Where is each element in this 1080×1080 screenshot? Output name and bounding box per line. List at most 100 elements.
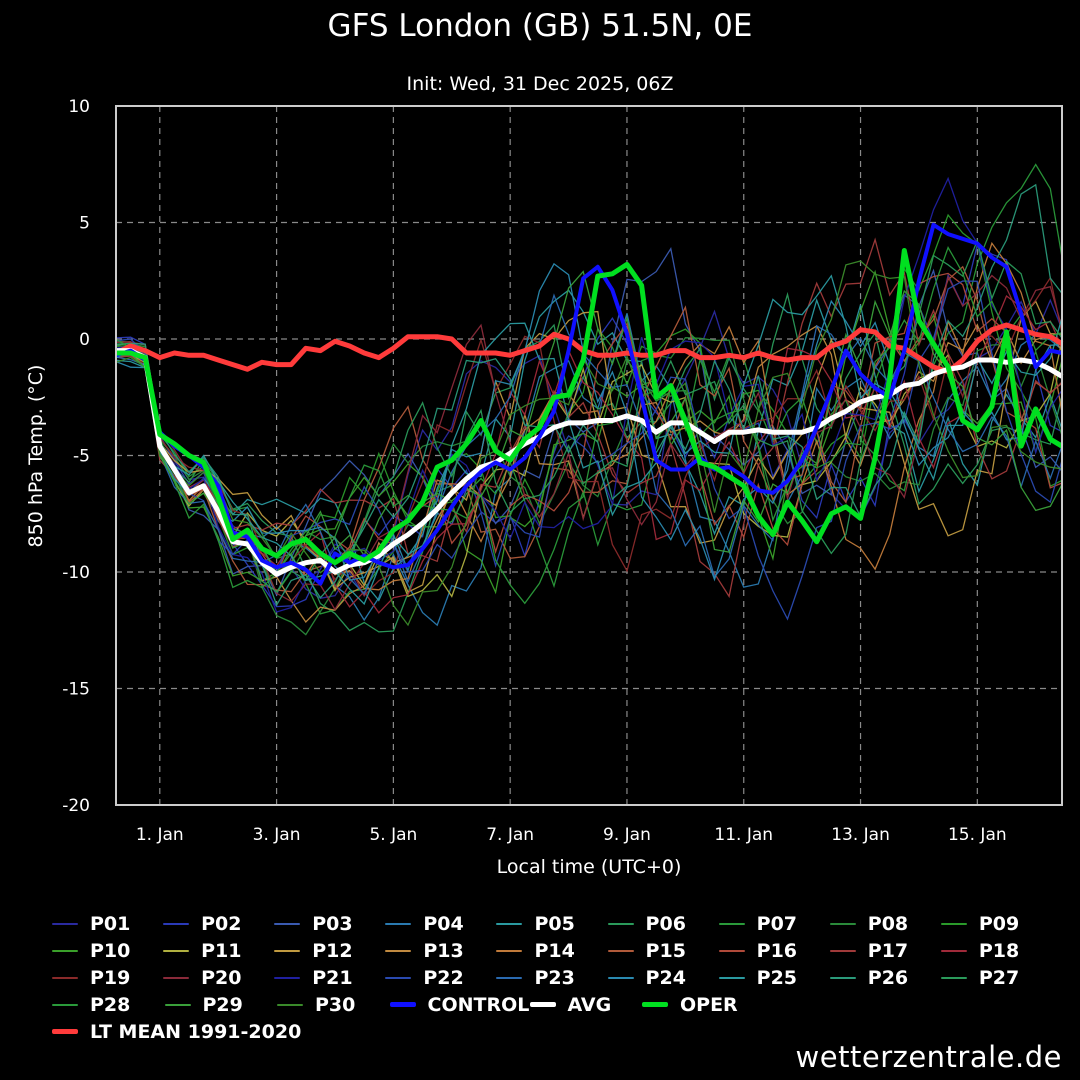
legend-row: LT MEAN 1991-2020 <box>52 1018 1052 1045</box>
series-line-avg <box>116 348 1064 577</box>
legend-swatch <box>389 1002 416 1007</box>
legend-item: P10 <box>52 940 163 962</box>
legend-label: P09 <box>978 912 1020 935</box>
legend: P01 P02 P03 P04 P05 P06 P07 P08 P09 P10 P11 P12 P13 P… <box>52 910 1052 1045</box>
member-line-p20 <box>115 274 1063 611</box>
y-tick-label: -10 <box>62 563 90 583</box>
legend-swatch <box>164 1003 191 1006</box>
x-tick-label: 3. Jan <box>253 825 301 845</box>
legend-item: P14 <box>496 940 607 962</box>
legend-swatch <box>274 922 301 925</box>
legend-label: LT MEAN 1991-2020 <box>90 1020 302 1043</box>
legend-row: P01 P02 P03 P04 P05 P06 P07 P08 P09 <box>52 910 1052 937</box>
legend-item: P27 <box>940 966 1052 989</box>
legend-swatch <box>274 976 301 979</box>
member-line-p27 <box>115 238 1063 593</box>
legend-label: P28 <box>90 993 131 1016</box>
legend-label: P02 <box>201 912 242 935</box>
legend-item: P25 <box>718 966 830 989</box>
legend-swatch <box>163 949 190 952</box>
legend-item: P11 <box>163 940 274 962</box>
grid <box>116 106 1062 805</box>
legend-label: P07 <box>756 912 798 935</box>
legend-label: P27 <box>978 966 1020 989</box>
legend-item: P02 <box>163 913 274 935</box>
legend-swatch <box>496 949 523 952</box>
legend-swatch <box>163 976 190 979</box>
legend-label: P17 <box>867 939 909 962</box>
legend-label: P19 <box>90 966 131 989</box>
legend-swatch <box>277 1003 303 1006</box>
legend-item: P16 <box>718 940 830 962</box>
member-line-p28 <box>115 245 1063 605</box>
legend-swatch <box>385 922 412 925</box>
legend-item: P12 <box>274 940 385 962</box>
legend-label: P24 <box>645 966 686 989</box>
y-tick-label: -20 <box>62 796 90 816</box>
legend-swatch <box>829 949 856 952</box>
series-line-lt-mean-1991-2020 <box>114 322 1064 375</box>
legend-item: P30 <box>277 994 390 1016</box>
member-line-p08 <box>115 337 1063 636</box>
x-tick-label: 11. Jan <box>714 825 773 845</box>
legend-item: OPER <box>642 994 755 1016</box>
legend-item: P20 <box>163 967 274 989</box>
legend-item: P03 <box>274 913 385 935</box>
legend-swatch <box>52 949 78 952</box>
legend-item: P17 <box>829 939 941 962</box>
legend-swatch <box>385 949 412 952</box>
legend-item: P26 <box>829 967 941 989</box>
legend-item: P07 <box>718 912 830 935</box>
legend-item: LT MEAN 1991-2020 <box>52 1021 312 1043</box>
legend-label: P14 <box>534 939 575 962</box>
legend-item: P19 <box>52 967 163 989</box>
legend-item: P24 <box>607 966 719 989</box>
legend-swatch <box>607 922 634 925</box>
y-tick-label: 10 <box>68 97 90 117</box>
legend-swatch <box>274 949 301 952</box>
plot-frame <box>115 105 1063 806</box>
legend-item: P04 <box>385 913 496 935</box>
legend-swatch <box>529 1002 556 1007</box>
ensemble-members <box>115 163 1063 636</box>
legend-label: P18 <box>978 939 1020 962</box>
legend-swatch <box>52 922 78 925</box>
legend-swatch <box>829 922 856 925</box>
legend-item: P08 <box>829 913 941 935</box>
member-line-p26 <box>115 183 1063 607</box>
x-tick-label: 9. Jan <box>603 825 651 845</box>
legend-label: AVG <box>567 993 612 1016</box>
legend-label: P05 <box>534 912 575 935</box>
series-line-control <box>115 222 1063 586</box>
legend-swatch <box>829 976 856 979</box>
legend-swatch <box>940 976 967 979</box>
legend-item: P09 <box>940 912 1052 935</box>
legend-swatch <box>52 976 78 979</box>
x-axis-label: Local time (UTC+0) <box>497 856 682 878</box>
legend-label: P10 <box>90 939 131 962</box>
legend-label: P21 <box>312 966 353 989</box>
legend-swatch <box>718 949 745 952</box>
x-tick-label: 7. Jan <box>486 825 534 845</box>
legend-item: P05 <box>496 913 607 935</box>
legend-swatch <box>496 922 523 925</box>
chart-subtitle: Init: Wed, 31 Dec 2025, 06Z <box>407 73 674 95</box>
main-series <box>114 222 1064 586</box>
legend-swatch <box>385 976 412 979</box>
legend-item: P06 <box>607 913 719 935</box>
legend-swatch <box>52 1029 78 1034</box>
legend-row: P28 P29 P30 CONTROL AVG OPER <box>52 991 1052 1018</box>
legend-label: CONTROL <box>427 993 530 1016</box>
legend-item: P01 <box>52 913 163 935</box>
legend-item: P15 <box>607 939 719 962</box>
legend-item: P18 <box>940 939 1052 962</box>
legend-label: P25 <box>756 966 798 989</box>
legend-swatch <box>940 922 967 925</box>
legend-item: P29 <box>164 994 278 1016</box>
legend-label: P01 <box>90 912 131 935</box>
legend-label: P15 <box>645 939 686 962</box>
chart: GFS London (GB) 51.5N, 0E Init: Wed, 31 … <box>25 8 1064 878</box>
legend-item: P13 <box>385 940 496 962</box>
x-tick-label: 5. Jan <box>369 825 417 845</box>
legend-label: P04 <box>423 912 464 935</box>
